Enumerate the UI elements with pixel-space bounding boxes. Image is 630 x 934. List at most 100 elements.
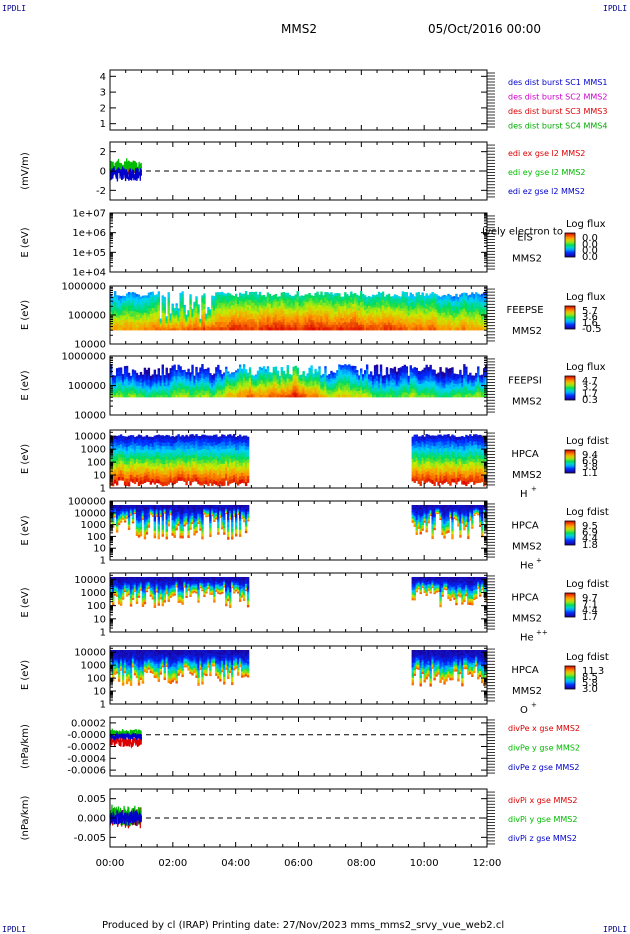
spectrogram-cell	[157, 327, 160, 331]
spectrogram-cell	[157, 394, 160, 398]
date-title: 05/Oct/2016 00:00	[428, 22, 542, 36]
spectrogram-cell	[169, 368, 172, 371]
spectrogram-cell	[246, 317, 250, 321]
spectrogram-cell	[483, 305, 486, 309]
spectrogram-cell	[449, 309, 452, 313]
spectrogram-cell	[167, 316, 170, 320]
spectrogram-cell	[264, 318, 268, 321]
spectrogram-cell	[125, 327, 129, 331]
spectrogram-cell	[238, 313, 242, 318]
spectrogram-cell	[310, 307, 313, 311]
spectrogram-cell	[207, 321, 210, 324]
spectrogram-cell	[219, 305, 222, 309]
spectrogram-cell	[334, 303, 337, 307]
spectrogram-cell	[175, 316, 178, 319]
spectrogram-cell	[123, 320, 127, 324]
spectrogram-cell	[137, 379, 141, 382]
spectrogram-cell	[399, 313, 403, 317]
corner-label-bottom-left: IPDLI	[2, 925, 27, 934]
spectrogram-cell	[141, 298, 145, 301]
spectrogram-cell	[296, 307, 299, 311]
spectrogram-cell	[371, 312, 375, 316]
spectrogram-cell	[334, 311, 337, 315]
spectrogram-cell	[139, 322, 143, 326]
spectrogram-cell	[439, 306, 442, 310]
spectrogram-cell	[443, 299, 446, 303]
spectrogram-cell	[125, 311, 129, 315]
spectrogram-cell	[189, 327, 192, 331]
spectrogram-cell	[312, 320, 315, 324]
spectrogram-cell	[413, 327, 416, 331]
spectrogram-cell	[425, 314, 428, 318]
spectrogram-cell	[437, 298, 440, 301]
spectrogram-cell	[278, 296, 282, 300]
spectrogram-cell	[157, 324, 160, 328]
spectrogram-cell	[185, 382, 188, 385]
spectrogram-cell	[308, 316, 311, 320]
spectrogram-cell	[360, 310, 363, 314]
spectrogram-cell	[308, 311, 311, 315]
spectrogram-cell	[350, 291, 353, 295]
spectrogram-cell	[250, 308, 254, 312]
spectrogram-cell	[377, 319, 381, 323]
spectrogram-cell	[393, 322, 397, 326]
spectrogram-cell	[425, 295, 428, 299]
spectrogram-cell	[461, 311, 464, 315]
spectrogram-cell	[171, 381, 174, 384]
spectrogram-cell	[274, 311, 278, 315]
spectrogram-cell	[159, 325, 162, 328]
spectrogram-cell	[447, 322, 450, 326]
spectrogram-cell	[369, 306, 373, 310]
spectrogram-cell	[185, 319, 188, 321]
spectrogram-cell	[340, 325, 343, 329]
spectrogram-cell	[332, 309, 335, 313]
spectrogram-cell	[373, 300, 377, 304]
spectrogram-cell	[244, 327, 248, 331]
spectrogram-cell	[246, 327, 250, 331]
spectrogram-cell	[223, 327, 226, 331]
spectrogram-cell	[423, 310, 426, 314]
spectrogram-cell	[235, 311, 238, 315]
spectrogram-cell	[242, 296, 246, 300]
spectrogram-cell	[161, 364, 164, 368]
spectrogram-cell	[320, 299, 323, 303]
spectrogram-cell	[465, 298, 468, 302]
spectrogram-cell	[367, 317, 371, 321]
spectrogram-cell	[213, 320, 216, 324]
spectrogram-cell	[310, 302, 313, 306]
spectrogram-cell	[248, 327, 252, 331]
spectrogram-cell	[221, 308, 224, 312]
spectrogram-cell	[155, 390, 159, 393]
spectrogram-cell	[465, 319, 468, 323]
spectrogram-cell	[127, 321, 131, 325]
spectrogram-cell	[312, 312, 315, 316]
spectrogram-cell	[292, 320, 295, 324]
spectrogram-cell	[427, 327, 430, 331]
spectrogram-cell	[139, 325, 143, 329]
spectrogram-cell	[125, 381, 129, 385]
spectrogram-cell	[304, 324, 307, 328]
spectrogram-cell	[453, 310, 456, 314]
spectrogram-cell	[165, 373, 168, 377]
spectrogram-cell	[389, 296, 393, 300]
spectrogram-cell	[340, 296, 343, 300]
spectrogram-cell	[209, 327, 212, 329]
spectrogram-cell	[110, 382, 113, 386]
spectrogram-cell	[455, 319, 458, 323]
spectrogram-cell	[139, 389, 143, 393]
spectrogram-cell	[131, 377, 135, 380]
spectrogram-cell	[171, 388, 174, 391]
spectrogram-cell	[469, 297, 472, 301]
spectrogram-cell	[367, 305, 371, 309]
spectrogram-cell	[264, 310, 268, 314]
spectrogram-cell	[433, 324, 436, 328]
spectrogram-cell	[387, 317, 391, 321]
spectrogram-cell	[235, 293, 238, 297]
spectrogram-cell	[147, 392, 151, 396]
spectrogram-cell	[427, 310, 430, 314]
spectrogram-cell	[111, 327, 115, 331]
spectrogram-cell	[326, 311, 329, 315]
spectrogram-cell	[284, 319, 287, 323]
spectrogram-cell	[360, 304, 363, 309]
spectrogram-cell	[461, 314, 464, 318]
